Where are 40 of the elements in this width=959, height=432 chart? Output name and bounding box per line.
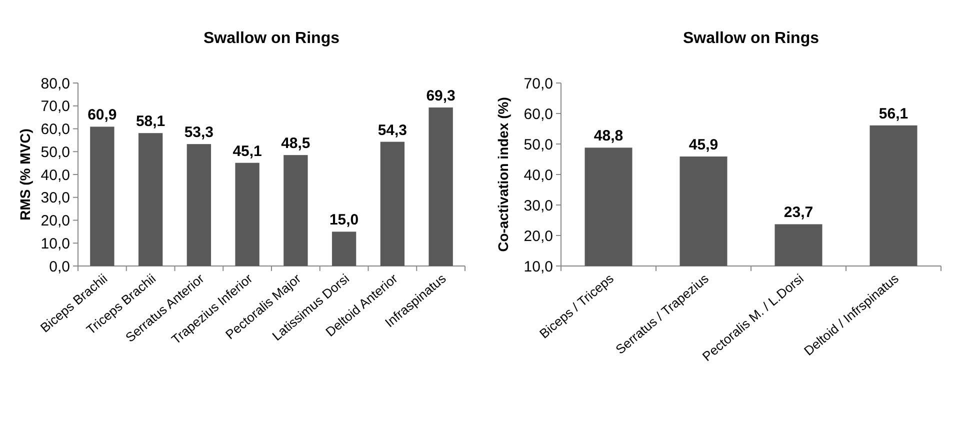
- data-label: 54,3: [378, 122, 408, 139]
- data-label: 45,1: [232, 142, 262, 160]
- y-tick-label: 30,0: [524, 197, 553, 214]
- y-tick-label: 70,0: [524, 75, 553, 92]
- bar: [332, 232, 356, 266]
- data-label: 15,0: [329, 212, 359, 229]
- data-label: 23,7: [784, 204, 814, 222]
- bar: [284, 155, 308, 266]
- data-label: 58,1: [136, 113, 166, 130]
- chart-title: Swallow on Rings: [203, 30, 340, 47]
- data-label: 60,9: [88, 106, 117, 124]
- y-tick-label: 70,0: [40, 98, 70, 116]
- y-tick-label: 30,0: [40, 190, 70, 207]
- data-label: 53,3: [184, 124, 214, 142]
- data-label: 45,9: [688, 136, 718, 154]
- bar: [138, 133, 163, 266]
- y-tick-label: 20,0: [524, 228, 553, 245]
- bar: [235, 162, 260, 266]
- y-tick-label: 40,0: [40, 166, 70, 184]
- data-label: 56,1: [878, 105, 908, 122]
- data-label: 48,5: [281, 135, 310, 152]
- chart-title: Swallow on Rings: [682, 30, 820, 47]
- y-tick-label: 10,0: [524, 258, 553, 276]
- data-label: 48,8: [594, 128, 624, 145]
- y-axis-title: Co-activation index (%): [495, 97, 511, 252]
- y-tick-label: 0,0: [49, 258, 70, 276]
- y-tick-label: 40,0: [524, 166, 553, 184]
- y-tick-label: 60,0: [524, 106, 553, 123]
- y-tick-label: 50,0: [40, 144, 70, 161]
- bar: [90, 126, 114, 266]
- y-tick-label: 10,0: [40, 235, 70, 252]
- bar: [428, 107, 453, 266]
- bar: [186, 144, 212, 266]
- y-tick-label: 60,0: [40, 121, 70, 138]
- data-label: 69,3: [426, 87, 456, 104]
- y-tick-label: 50,0: [524, 136, 553, 154]
- y-axis-title: RMS (% MVC): [17, 128, 33, 220]
- bar: [380, 142, 405, 266]
- y-tick-label: 80,0: [40, 75, 70, 92]
- y-tick-label: 20,0: [40, 212, 70, 230]
